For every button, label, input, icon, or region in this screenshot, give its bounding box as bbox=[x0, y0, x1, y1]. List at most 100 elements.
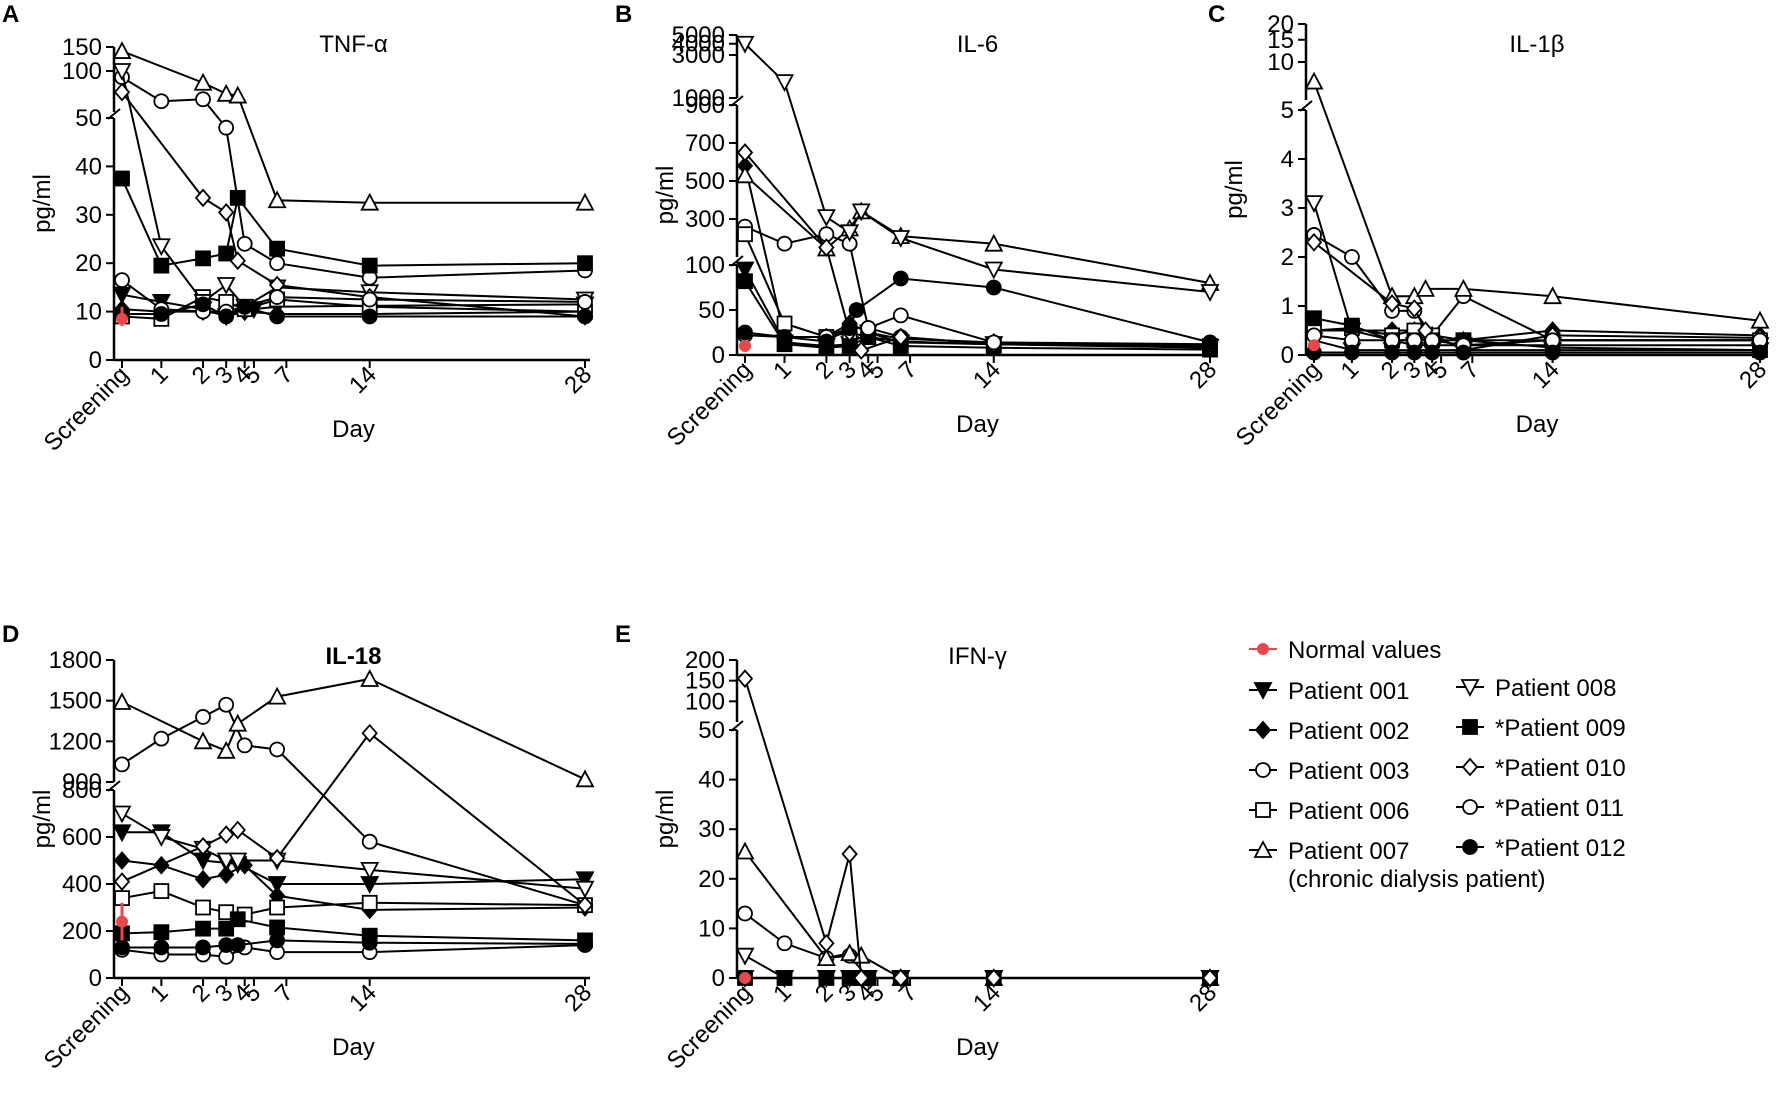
data-point-p008 bbox=[851, 203, 871, 222]
panel-letter-e: E bbox=[615, 621, 631, 648]
data-point-p003 bbox=[269, 741, 286, 758]
data-point-p010 bbox=[194, 837, 212, 856]
series-line-p007 bbox=[744, 174, 1211, 284]
data-point-p009 bbox=[153, 924, 170, 941]
legend-marker bbox=[1257, 643, 1269, 655]
data-point-p012 bbox=[818, 333, 835, 350]
data-point-p007 bbox=[840, 943, 860, 962]
data-point-p001 bbox=[112, 824, 132, 843]
series-p003 bbox=[737, 905, 1218, 986]
y-tick-label: 5000 bbox=[672, 22, 725, 49]
x-tick-label: 2 bbox=[810, 356, 839, 385]
y-tick-label: 1000 bbox=[672, 85, 725, 112]
data-point-p007 bbox=[735, 165, 755, 184]
data-point-p006 bbox=[776, 315, 793, 332]
data-point-p001 bbox=[267, 876, 287, 894]
normal-value-point bbox=[739, 340, 751, 352]
data-point-p008 bbox=[228, 852, 248, 871]
data-point-p010 bbox=[217, 825, 235, 845]
data-point-p010 bbox=[268, 848, 286, 868]
y-tick-label: 700 bbox=[685, 130, 725, 157]
legend-marker bbox=[1460, 679, 1480, 697]
y-tick-label: 30 bbox=[698, 816, 725, 843]
series-line-p007 bbox=[1313, 81, 1761, 322]
series-line-p003 bbox=[744, 912, 1210, 979]
data-point-p010 bbox=[1305, 232, 1323, 252]
data-point-p008 bbox=[816, 209, 836, 228]
normal-value-point bbox=[116, 312, 128, 325]
series-line-p010 bbox=[744, 678, 1210, 979]
x-tick-label: 1 bbox=[768, 356, 797, 385]
data-point-p003 bbox=[195, 91, 211, 108]
y-tick-label: 0 bbox=[712, 342, 725, 369]
data-point-p003 bbox=[776, 935, 793, 952]
series-p003 bbox=[737, 218, 1218, 356]
data-point-p007 bbox=[360, 192, 380, 211]
data-point-p010 bbox=[113, 872, 131, 892]
y-tick-label: 0 bbox=[89, 965, 102, 992]
y-tick-label: 40 bbox=[698, 767, 725, 794]
data-point-p008 bbox=[112, 805, 132, 824]
series-line-p008 bbox=[121, 812, 586, 890]
data-point-p007 bbox=[216, 740, 236, 759]
data-point-p006 bbox=[361, 894, 378, 911]
chart-title: TNF-α bbox=[319, 31, 388, 58]
series-line-p007 bbox=[121, 50, 585, 204]
legend-note: (chronic dialysis patient) bbox=[1288, 866, 1545, 893]
data-point-p007 bbox=[851, 945, 871, 964]
legend: Normal values Patient 001 Patient 002 Patie… bbox=[1249, 637, 1626, 893]
data-point-p003 bbox=[236, 235, 253, 252]
data-point-p012 bbox=[361, 934, 378, 951]
data-point-p007 bbox=[193, 731, 213, 750]
x-tick-label: 28 bbox=[559, 979, 597, 1017]
data-point-p008 bbox=[1304, 195, 1324, 214]
data-point-p003 bbox=[737, 905, 753, 922]
data-point-p012 bbox=[1406, 344, 1423, 361]
data-point-p001 bbox=[735, 261, 755, 280]
chart-title: IFN-γ bbox=[948, 643, 1007, 670]
panel-letter-a: A bbox=[2, 1, 19, 28]
chart-title: IL-1β bbox=[1509, 31, 1564, 58]
y-tick-label: 100 bbox=[685, 688, 725, 715]
x-tick-label: 14 bbox=[344, 979, 382, 1017]
data-point-p008 bbox=[891, 230, 911, 248]
legend-item-p011: *Patient 011 bbox=[1456, 795, 1624, 822]
data-point-p007 bbox=[112, 41, 132, 59]
data-point-p012 bbox=[1455, 344, 1472, 361]
data-point-p011 bbox=[577, 294, 593, 310]
data-point-p010 bbox=[736, 143, 754, 162]
data-point-p009 bbox=[229, 911, 246, 928]
y-tick-label: 20 bbox=[1267, 11, 1294, 38]
data-point-p009 bbox=[218, 245, 235, 262]
legend-item-p006: Patient 006 bbox=[1249, 798, 1409, 825]
legend-marker bbox=[1254, 720, 1272, 740]
x-tick-label: Screening bbox=[1231, 356, 1327, 452]
legend-marker bbox=[1462, 799, 1478, 815]
data-point-p011 bbox=[985, 334, 1002, 351]
y-tick-label: 1 bbox=[1281, 293, 1294, 320]
data-point-p011 bbox=[860, 320, 877, 336]
y-tick-label: 600 bbox=[62, 824, 102, 851]
data-point-p009 bbox=[153, 257, 170, 274]
data-point-p008 bbox=[575, 880, 595, 899]
data-point-p001 bbox=[575, 871, 595, 890]
series-p010 bbox=[113, 82, 594, 326]
series-p007 bbox=[112, 41, 595, 211]
data-point-p012 bbox=[236, 298, 253, 315]
data-point-p007 bbox=[575, 192, 595, 211]
data-point-p012 bbox=[841, 320, 858, 336]
panel-letter-b: B bbox=[615, 1, 632, 28]
normal-values bbox=[116, 902, 128, 941]
data-point-p003 bbox=[361, 833, 378, 850]
data-point-p006 bbox=[737, 226, 753, 243]
legend-marker bbox=[1462, 839, 1478, 855]
data-point-p009 bbox=[737, 273, 753, 290]
data-point-p008 bbox=[151, 238, 171, 257]
y-axis-label: pg/ml bbox=[652, 166, 679, 225]
series-p007 bbox=[735, 841, 1220, 986]
x-tick-label: 7 bbox=[270, 979, 299, 1008]
data-point-p010 bbox=[1201, 968, 1219, 988]
y-tick-label: 30 bbox=[75, 202, 102, 229]
